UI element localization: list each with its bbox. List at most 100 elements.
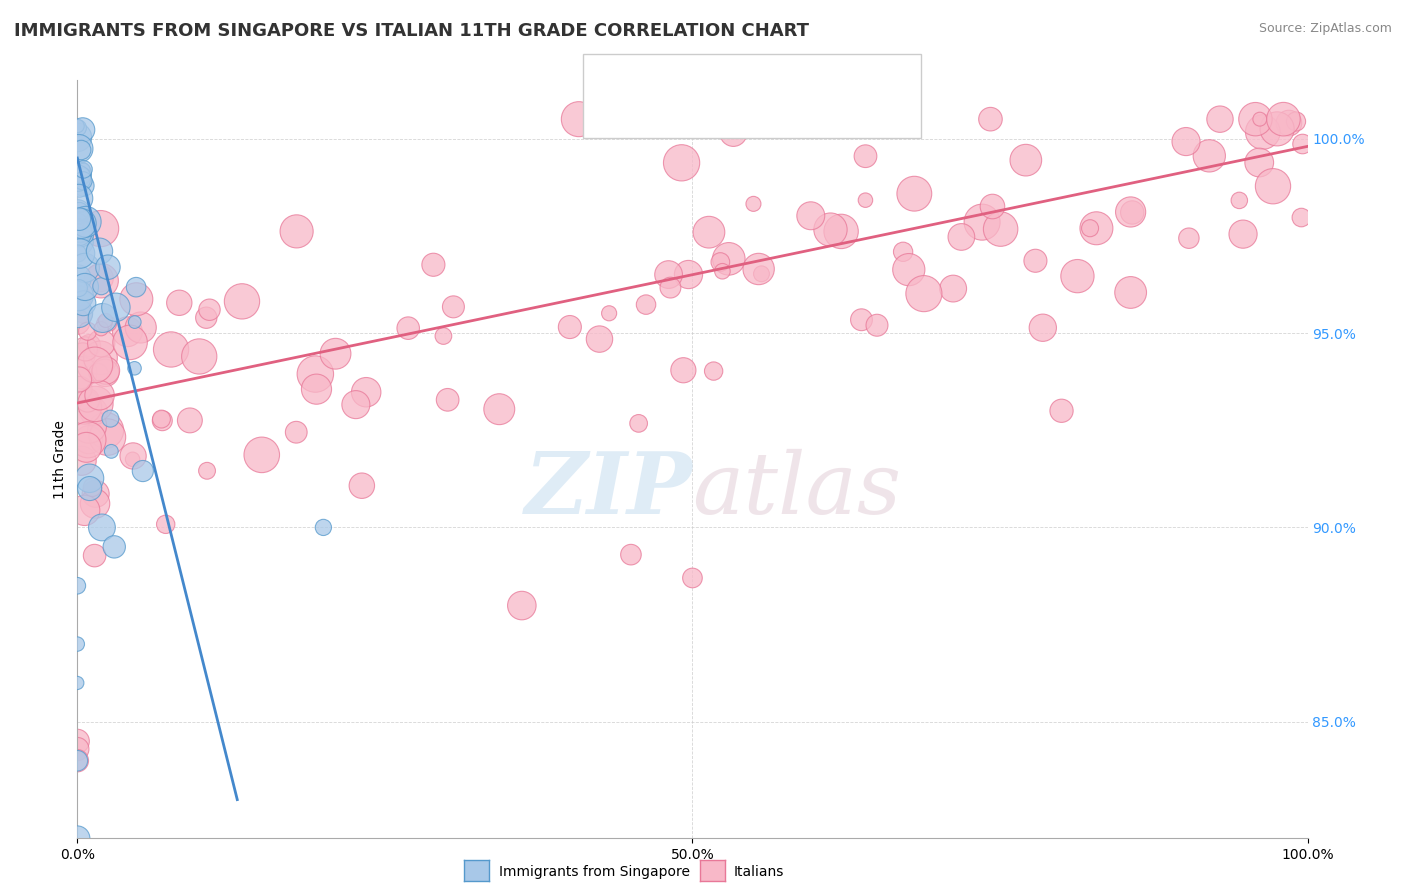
Point — [70, 224, 93, 238]
Point — [354, 385, 377, 400]
Point — [97, 260, 120, 275]
Point — [855, 149, 877, 163]
Text: Italians: Italians — [734, 865, 785, 880]
Point — [912, 286, 935, 301]
Point — [751, 267, 773, 281]
Point — [73, 260, 96, 275]
Text: Immigrants from Singapore: Immigrants from Singapore — [499, 865, 690, 880]
Point — [67, 372, 90, 386]
Point — [748, 262, 770, 277]
Point — [851, 312, 873, 326]
Point — [682, 571, 704, 585]
Point — [72, 307, 94, 321]
Point — [82, 480, 104, 494]
Text: ZIP: ZIP — [524, 448, 693, 532]
Point — [1291, 211, 1313, 225]
Point — [79, 471, 101, 485]
Point — [67, 191, 90, 205]
Point — [66, 315, 89, 329]
Point — [72, 169, 94, 183]
Point — [659, 280, 682, 294]
Point — [75, 342, 97, 356]
Point — [1085, 221, 1108, 235]
Point — [125, 292, 148, 306]
Point — [672, 363, 695, 377]
Point — [350, 479, 373, 493]
Point — [67, 142, 90, 156]
Point — [94, 423, 117, 437]
Point — [67, 291, 90, 305]
Point — [125, 280, 148, 294]
Point — [1175, 135, 1198, 149]
Point — [195, 464, 218, 478]
Point — [75, 440, 97, 454]
Point — [66, 831, 89, 846]
Point — [1121, 205, 1143, 219]
Point — [703, 364, 725, 378]
Point — [1178, 231, 1201, 245]
Point — [76, 324, 98, 338]
Point — [90, 221, 112, 235]
Point — [1050, 404, 1073, 418]
Point — [67, 204, 90, 219]
Point — [979, 112, 1001, 127]
Point — [1244, 112, 1267, 127]
Text: IMMIGRANTS FROM SINGAPORE VS ITALIAN 11TH GRADE CORRELATION CHART: IMMIGRANTS FROM SINGAPORE VS ITALIAN 11T… — [14, 22, 808, 40]
Point — [90, 520, 114, 534]
Point — [441, 300, 464, 314]
Point — [72, 123, 94, 137]
Point — [124, 315, 146, 329]
Point — [67, 212, 90, 227]
Point — [69, 227, 91, 241]
Point — [132, 464, 155, 478]
Point — [69, 246, 91, 260]
Point — [72, 174, 94, 188]
Point — [70, 366, 93, 380]
Point — [1209, 112, 1232, 127]
Point — [69, 224, 91, 238]
Point — [891, 244, 914, 259]
Point — [79, 482, 101, 496]
Point — [1261, 179, 1284, 194]
Point — [1249, 112, 1271, 127]
Point — [1015, 153, 1038, 168]
Point — [89, 271, 111, 285]
Point — [100, 411, 122, 425]
Point — [896, 112, 918, 127]
Point — [77, 433, 100, 447]
Text: atlas: atlas — [693, 449, 901, 531]
Point — [1119, 285, 1142, 300]
Point — [150, 414, 173, 428]
Point — [697, 225, 720, 239]
Point — [66, 676, 89, 690]
Point — [72, 162, 94, 177]
Point — [717, 252, 740, 266]
Point — [66, 171, 89, 186]
Point — [66, 217, 89, 231]
Point — [903, 186, 925, 201]
Point — [972, 215, 994, 229]
Point — [432, 329, 454, 343]
Point — [66, 754, 89, 768]
Point — [66, 205, 89, 219]
Point — [250, 448, 273, 462]
Point — [195, 310, 218, 325]
Point — [568, 112, 591, 127]
Point — [830, 224, 852, 238]
Point — [94, 363, 117, 377]
Text: N =: N = — [740, 106, 773, 120]
Text: 136: 136 — [785, 106, 817, 120]
Point — [66, 579, 89, 593]
Point — [67, 167, 90, 181]
Point — [90, 336, 112, 351]
Point — [66, 130, 89, 145]
Point — [70, 143, 93, 157]
Point — [72, 296, 94, 310]
Point — [1272, 112, 1295, 127]
Point — [1278, 116, 1301, 130]
Point — [897, 262, 920, 277]
Point — [950, 230, 973, 244]
Point — [89, 244, 111, 259]
Point — [671, 156, 693, 170]
Point — [70, 454, 93, 468]
